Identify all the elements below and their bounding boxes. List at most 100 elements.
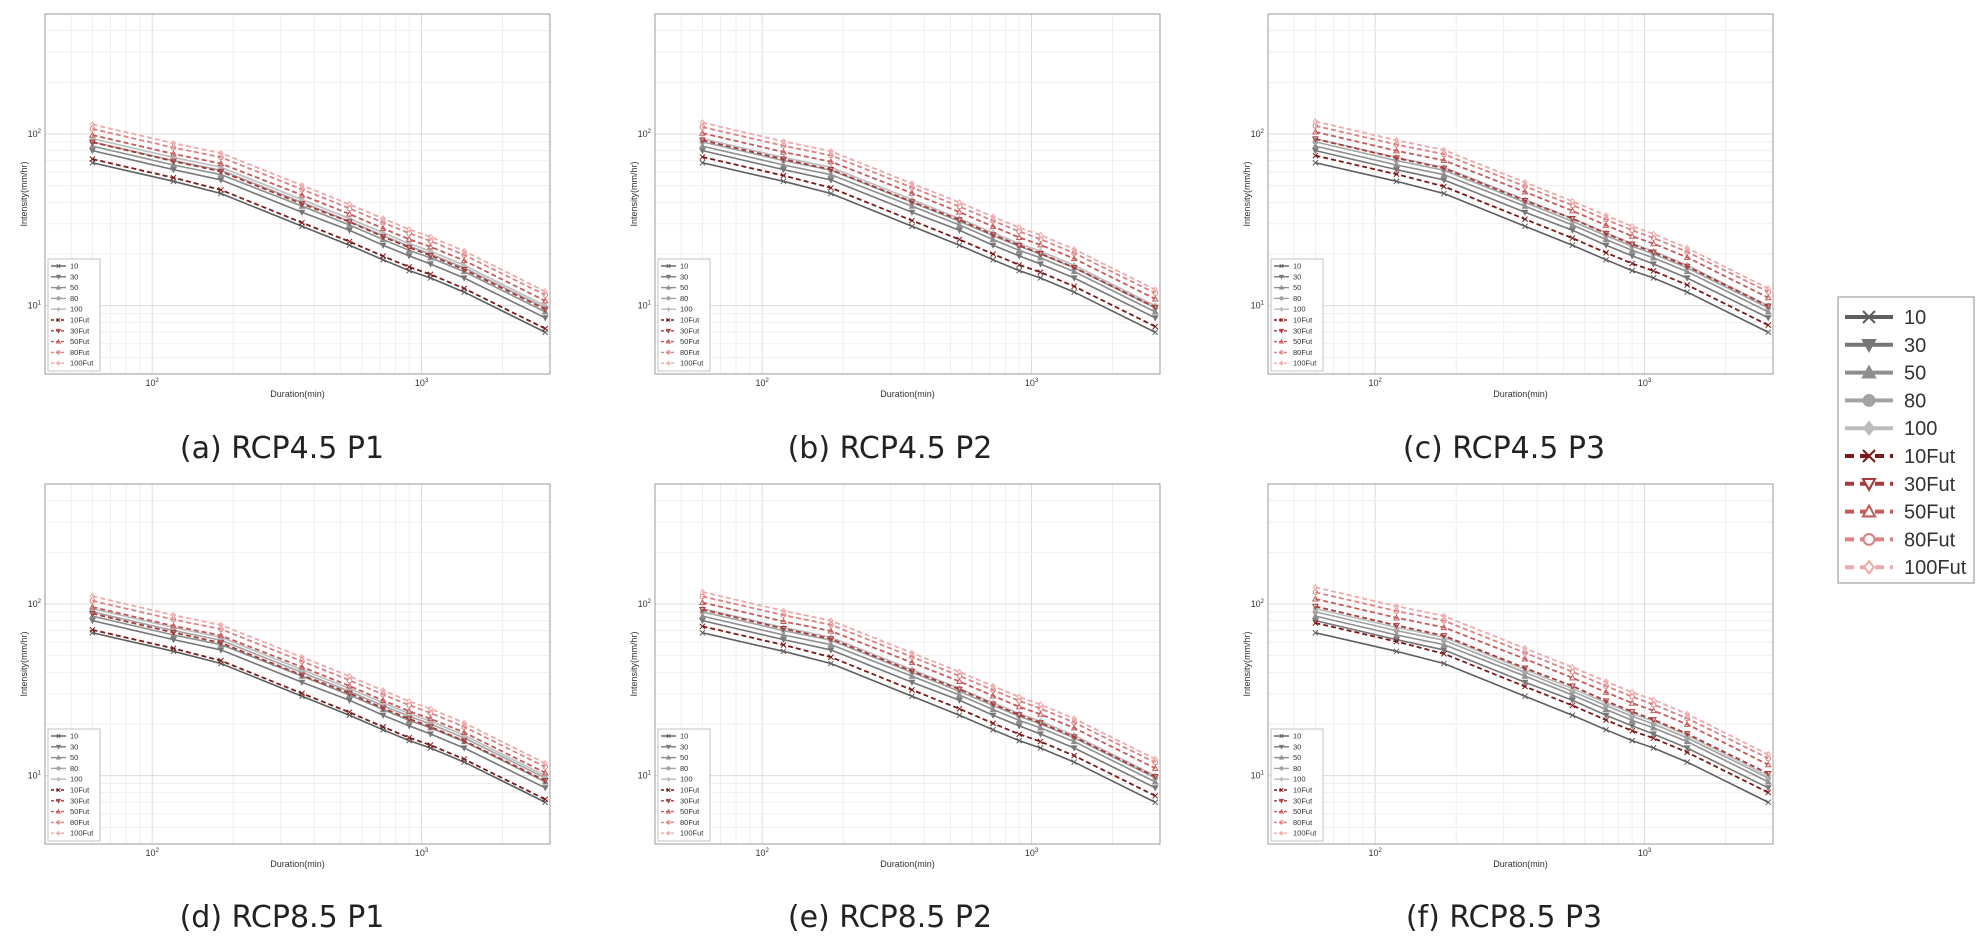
legend-entry-10Fut: 10Fut <box>661 316 700 325</box>
data-point <box>1441 146 1447 154</box>
data-point <box>1603 256 1610 263</box>
legend-marker <box>666 830 671 836</box>
data-point <box>427 724 434 731</box>
data-point <box>345 690 353 697</box>
data-point <box>217 177 225 184</box>
legend-label: 80Fut <box>70 348 90 357</box>
series-group <box>698 588 1159 806</box>
data-point <box>1764 785 1772 792</box>
data-point <box>1393 167 1400 174</box>
legend-entry-50: 50 <box>51 283 78 292</box>
data-point <box>461 252 467 258</box>
data-point <box>346 672 353 680</box>
data-point <box>1152 755 1158 763</box>
data-point <box>170 174 177 181</box>
data-point <box>1522 223 1528 230</box>
panel-caption: (f) RCP8.5 P3 <box>1406 900 1602 935</box>
legend-label: 80Fut <box>1293 348 1313 357</box>
legend-label: 50Fut <box>1293 337 1313 346</box>
data-point <box>780 607 787 615</box>
data-point <box>1521 655 1529 662</box>
data-point <box>1603 678 1609 685</box>
data-point <box>1152 323 1159 330</box>
data-point <box>460 738 468 745</box>
y-axis-label: Intensity(mm/hr) <box>629 161 639 226</box>
data-point <box>218 621 224 629</box>
data-point <box>217 657 224 664</box>
series-line <box>1315 141 1769 309</box>
legend-entry-10Fut: 10Fut <box>51 316 90 325</box>
data-point <box>299 653 305 661</box>
data-point <box>217 168 225 176</box>
x-tick-label: 103 <box>1638 378 1652 388</box>
series-line <box>92 145 546 313</box>
legend-label: 30 <box>1293 272 1301 281</box>
data-point <box>1152 799 1159 806</box>
data-point <box>406 734 413 741</box>
data-point <box>217 186 224 193</box>
legend-label: 10Fut <box>680 316 700 325</box>
legend-marker <box>1278 744 1285 750</box>
legend-label: 80 <box>1293 294 1301 303</box>
x-tick-label: 102 <box>145 848 159 858</box>
legend-label: 10Fut <box>1293 786 1313 795</box>
shared-legend-entry-80Fut: 80Fut <box>1845 529 1956 551</box>
data-point <box>1312 620 1319 626</box>
data-point <box>1393 622 1400 630</box>
shared-legend-marker <box>1862 420 1876 436</box>
data-point <box>1037 738 1044 745</box>
data-point <box>88 139 96 146</box>
data-point <box>1628 723 1636 730</box>
data-point <box>827 654 834 661</box>
series-line <box>1315 131 1769 299</box>
legend-label: 30Fut <box>1293 326 1313 335</box>
legend-entry-30Fut: 30Fut <box>51 796 90 805</box>
series-line <box>702 132 1156 300</box>
legend-marker <box>666 733 671 739</box>
data-point <box>1440 170 1448 178</box>
legend-entry-100: 100 <box>51 775 83 784</box>
legend-label: 80 <box>1293 764 1301 773</box>
legend-entry-100: 100 <box>661 775 693 784</box>
legend-label: 30 <box>70 742 78 751</box>
data-point <box>1684 749 1691 756</box>
data-point <box>1569 663 1576 671</box>
legend-entry-10Fut: 10Fut <box>1274 316 1313 325</box>
data-point <box>1629 222 1635 230</box>
data-point <box>1683 745 1691 752</box>
legend-marker <box>665 338 672 344</box>
data-point <box>1683 275 1691 282</box>
legend-entry-80Fut: 80Fut <box>51 818 90 827</box>
series-line <box>1315 631 1769 803</box>
data-point <box>1521 679 1529 686</box>
legend-marker <box>56 776 61 782</box>
data-point <box>1602 688 1610 695</box>
legend-marker <box>1278 328 1285 334</box>
series-line <box>92 619 546 789</box>
data-point <box>1602 221 1610 228</box>
series-line <box>702 121 1156 291</box>
series-50 <box>1311 142 1772 315</box>
legend-label: 30Fut <box>680 326 700 335</box>
legend-label: 30Fut <box>1293 796 1313 805</box>
data-point <box>780 625 787 633</box>
data-point <box>298 679 306 686</box>
panel-caption: (d) RCP8.5 P1 <box>180 900 385 935</box>
data-point <box>780 148 787 155</box>
series-100Fut <box>699 119 1158 294</box>
data-point <box>1071 752 1078 759</box>
legend-marker <box>1279 263 1284 269</box>
series-line <box>92 612 546 782</box>
legend-entry-80: 80 <box>661 764 688 773</box>
data-point <box>1650 239 1657 247</box>
legend-marker <box>665 808 672 814</box>
data-point <box>346 238 353 245</box>
legend-label: 100Fut <box>680 359 704 368</box>
legend-entry-50: 50 <box>1274 283 1301 292</box>
legend-entry-100: 100 <box>661 305 693 314</box>
data-point <box>990 217 996 224</box>
x-tick-label: 102 <box>1368 378 1382 388</box>
data-point <box>1037 236 1044 243</box>
data-point <box>380 229 386 237</box>
series-line <box>702 611 1156 779</box>
